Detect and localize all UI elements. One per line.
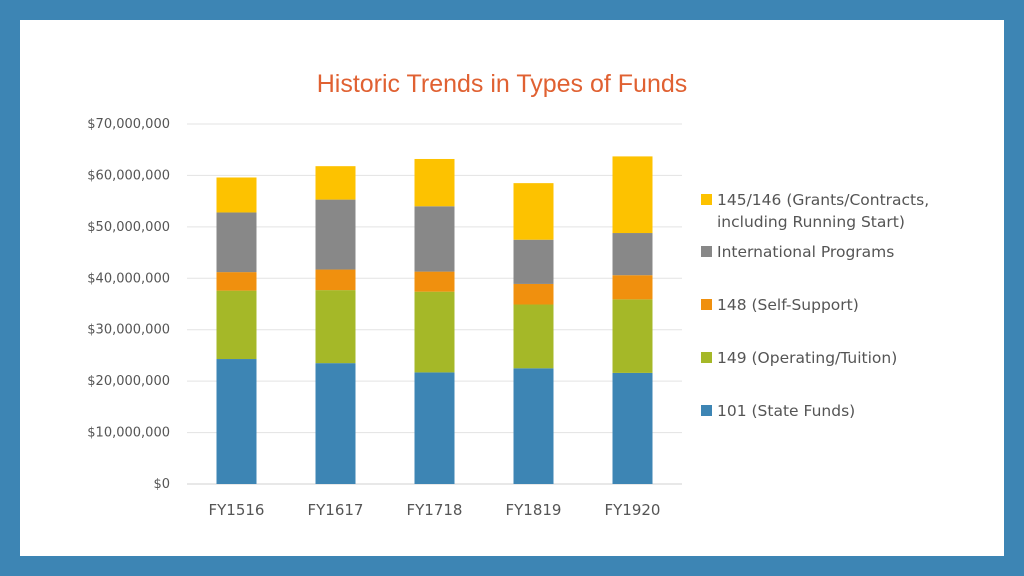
legend-swatch [701,246,712,257]
legend-swatch [701,352,712,363]
bar-segment-fy1718-series-4 [414,206,455,272]
bar-segment-fy1516-series-5 [216,177,257,213]
y-tick-label: $60,000,000 [87,168,170,183]
bar-segment-fy1617-series-2 [315,290,356,364]
y-axis: $0 $10,000,000 $20,000,000 $30,000,000 $40,0… [87,117,170,492]
bar-segment-fy1819-series-3 [513,283,554,305]
bar-segment-fy1617-series-4 [315,199,356,270]
legend-label: 145/146 (Grants/Contracts, [717,191,929,209]
slide-background [20,20,1004,556]
x-tick-label: FY1516 [209,501,265,519]
x-axis: FY1516 FY1617 FY1718 FY1819 FY1920 [209,501,661,519]
bar-segment-fy1920-series-5 [612,156,653,234]
x-tick-label: FY1920 [605,501,661,519]
bars [216,156,653,484]
legend-label: including Running Start) [717,213,905,231]
x-tick-label: FY1718 [407,501,463,519]
y-tick-label: $30,000,000 [87,323,170,338]
bar-segment-fy1516-series-3 [216,272,257,291]
y-tick-label: $40,000,000 [87,271,170,286]
bar-segment-fy1516-series-4 [216,212,257,273]
legend-label: 148 (Self-Support) [717,296,859,314]
legend-swatch [701,194,712,205]
bar-segment-fy1920-series-3 [612,275,653,300]
bar-segment-fy1617-series-5 [315,166,356,200]
y-tick-label: $50,000,000 [87,220,170,235]
chart-title: Historic Trends in Types of Funds [316,70,688,98]
y-tick-label: $20,000,000 [87,374,170,389]
bar-segment-fy1819-series-5 [513,183,554,240]
bar-segment-fy1920-series-4 [612,233,653,276]
y-tick-label: $10,000,000 [87,426,170,441]
bar-segment-fy1718-series-5 [414,158,455,207]
legend-swatch [701,299,712,310]
bar-segment-fy1819-series-1 [513,368,554,484]
x-tick-label: FY1819 [506,501,562,519]
legend-label: International Programs [717,243,894,261]
legend-swatch [701,405,712,416]
bar-segment-fy1920-series-1 [612,372,653,484]
bar-segment-fy1718-series-1 [414,372,455,484]
legend-label: 101 (State Funds) [717,402,855,420]
legend-label: 149 (Operating/Tuition) [717,349,897,367]
legend: 145/146 (Grants/Contracts, including Runn… [701,191,929,420]
bar-segment-fy1516-series-2 [216,290,257,360]
bar-segment-fy1819-series-2 [513,304,554,369]
bar-segment-fy1617-series-1 [315,363,356,484]
bar-segment-fy1718-series-2 [414,291,455,373]
bar-segment-fy1819-series-4 [513,239,554,284]
y-tick-label: $70,000,000 [87,117,170,132]
bar-segment-fy1617-series-3 [315,269,356,291]
bar-segment-fy1920-series-2 [612,299,653,373]
y-tick-label: $0 [153,477,170,492]
bar-segment-fy1718-series-3 [414,271,455,292]
bar-segment-fy1516-series-1 [216,359,257,484]
x-tick-label: FY1617 [308,501,364,519]
